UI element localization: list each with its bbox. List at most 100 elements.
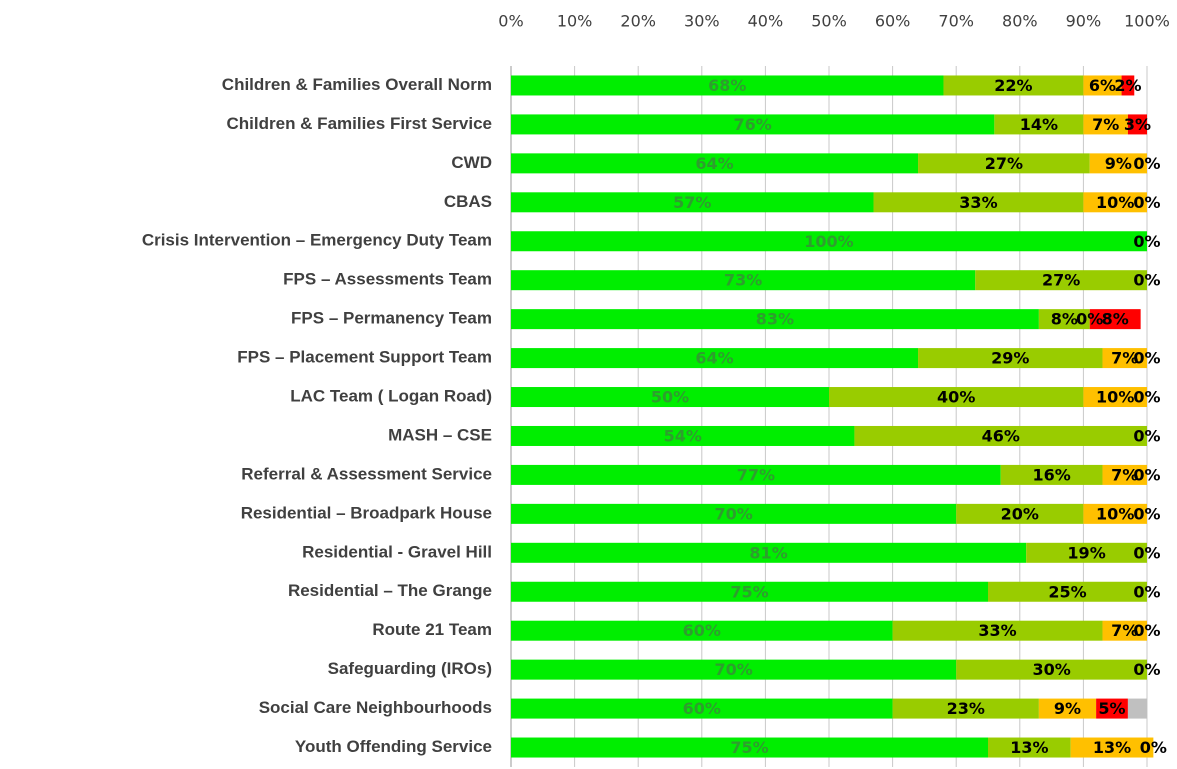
bar-segment	[511, 464, 1001, 485]
data-label: 6%	[1089, 76, 1116, 95]
data-label: 0%	[1133, 154, 1160, 173]
category-label: Safeguarding (IROs)	[328, 659, 492, 678]
bar-segment	[511, 425, 855, 446]
data-label: 0%	[1133, 660, 1160, 679]
category-label: FPS – Permanency Team	[291, 309, 492, 328]
data-label: 0%	[1140, 738, 1167, 757]
category-label: Residential - Gravel Hill	[302, 542, 492, 561]
data-label: 0%	[1133, 504, 1160, 523]
data-label: 60%	[683, 699, 721, 718]
bar-segment	[511, 75, 944, 96]
bar-segment	[1127, 114, 1147, 135]
data-label: 13%	[1010, 738, 1048, 757]
x-tick-label: 100%	[1124, 12, 1170, 31]
data-label: 0%	[1133, 271, 1160, 290]
bar-segment	[873, 192, 1084, 213]
category-label: Children & Families Overall Norm	[222, 75, 492, 94]
data-label: 0%	[1133, 232, 1160, 251]
data-label: 54%	[664, 426, 702, 445]
bar-segment	[1083, 75, 1122, 96]
data-label: 16%	[1032, 465, 1070, 484]
data-label: 0%	[1133, 465, 1160, 484]
x-tick-label: 80%	[1002, 12, 1038, 31]
bar-segment	[1038, 698, 1097, 719]
bar-segment	[1070, 737, 1154, 758]
bar-segment	[956, 659, 1147, 680]
data-label: 46%	[982, 426, 1020, 445]
data-label: 0%	[1133, 349, 1160, 368]
data-label: 0%	[1133, 582, 1160, 601]
data-label: 8%	[1051, 310, 1078, 329]
bar-segment	[1096, 698, 1128, 719]
data-label: 8%	[1102, 310, 1129, 329]
x-tick-label: 10%	[557, 12, 593, 31]
data-label: 68%	[708, 76, 746, 95]
category-label: Social Care Neighbourhoods	[259, 698, 492, 717]
bar-segment	[956, 503, 1084, 524]
bar-segment	[1089, 153, 1147, 174]
x-tick-label: 20%	[620, 12, 656, 31]
bar-segment	[511, 737, 988, 758]
category-label: FPS – Assessments Team	[283, 270, 492, 289]
bar-segment	[511, 698, 893, 719]
bar-segment	[1127, 698, 1147, 719]
category-label: CWD	[451, 153, 492, 172]
data-label: 77%	[737, 465, 775, 484]
data-label: 20%	[1001, 504, 1039, 523]
data-label: 0%	[1133, 388, 1160, 407]
data-label: 83%	[756, 310, 794, 329]
category-label: Crisis Intervention – Emergency Duty Tea…	[142, 231, 492, 250]
data-label: 75%	[730, 738, 768, 757]
bar-segment	[1102, 620, 1147, 641]
bar-segment	[1121, 75, 1135, 96]
data-label: 64%	[695, 154, 733, 173]
bar-segment	[943, 75, 1084, 96]
data-label: 10%	[1096, 504, 1134, 523]
data-label: 5%	[1098, 699, 1125, 718]
bar-segment	[854, 425, 1147, 446]
bar-segment	[918, 153, 1090, 174]
data-label: 27%	[985, 154, 1023, 173]
data-label: 0%	[1133, 193, 1160, 212]
bar-segment	[511, 581, 988, 602]
bar-segment	[511, 387, 829, 408]
bar-segment	[1083, 192, 1147, 213]
bar-segment	[511, 114, 995, 135]
bar-segment	[511, 503, 957, 524]
bar-segment	[511, 153, 919, 174]
x-tick-label: 40%	[748, 12, 784, 31]
category-label: Residential – The Grange	[288, 581, 492, 600]
category-label: Residential – Broadpark House	[241, 503, 492, 522]
x-tick-label: 30%	[684, 12, 720, 31]
bar-segment	[511, 231, 1147, 252]
data-label: 7%	[1111, 621, 1138, 640]
data-label: 9%	[1054, 699, 1081, 718]
category-label: FPS – Placement Support Team	[237, 348, 492, 367]
bar-segment	[988, 581, 1147, 602]
data-label: 70%	[714, 660, 752, 679]
data-label: 25%	[1048, 582, 1086, 601]
data-label: 100%	[804, 232, 853, 251]
bar-segment	[1102, 348, 1147, 369]
data-label: 13%	[1093, 738, 1131, 757]
data-label: 7%	[1092, 115, 1119, 134]
data-label: 0%	[1133, 621, 1160, 640]
data-label: 70%	[714, 504, 752, 523]
data-label: 2%	[1114, 76, 1141, 95]
bar-segment	[829, 387, 1084, 408]
bar-segment	[988, 737, 1071, 758]
data-label: 22%	[994, 76, 1032, 95]
data-label: 81%	[749, 543, 787, 562]
category-label: CBAS	[444, 192, 492, 211]
category-label: Children & Families First Service	[227, 114, 492, 133]
data-label: 3%	[1124, 115, 1151, 134]
data-label: 75%	[730, 582, 768, 601]
data-label: 50%	[651, 388, 689, 407]
bar-segment	[511, 659, 957, 680]
data-label: 10%	[1096, 388, 1134, 407]
category-label: Route 21 Team	[372, 620, 492, 639]
bar-segment	[511, 309, 1039, 330]
bar-segment	[1083, 114, 1128, 135]
data-label: 33%	[959, 193, 997, 212]
category-label: Referral & Assessment Service	[241, 464, 492, 483]
